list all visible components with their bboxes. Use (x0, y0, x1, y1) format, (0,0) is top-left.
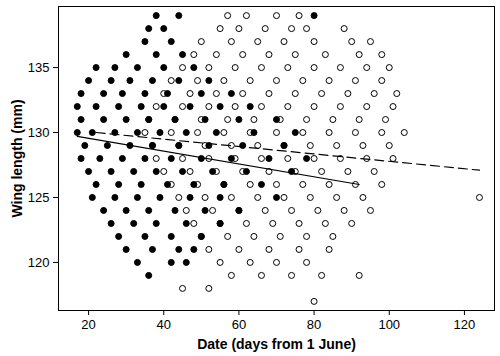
svg-text:100: 100 (378, 317, 400, 332)
svg-text:120: 120 (28, 255, 50, 270)
svg-text:80: 80 (307, 317, 321, 332)
svg-text:130: 130 (28, 125, 50, 140)
svg-text:20: 20 (81, 317, 95, 332)
svg-text:120: 120 (454, 317, 476, 332)
svg-text:135: 135 (28, 60, 50, 75)
svg-text:Date (days from 1 June): Date (days from 1 June) (197, 336, 356, 352)
svg-text:Wing length (mm): Wing length (mm) (9, 99, 25, 217)
svg-text:60: 60 (232, 317, 246, 332)
svg-text:125: 125 (28, 190, 50, 205)
svg-text:40: 40 (157, 317, 171, 332)
